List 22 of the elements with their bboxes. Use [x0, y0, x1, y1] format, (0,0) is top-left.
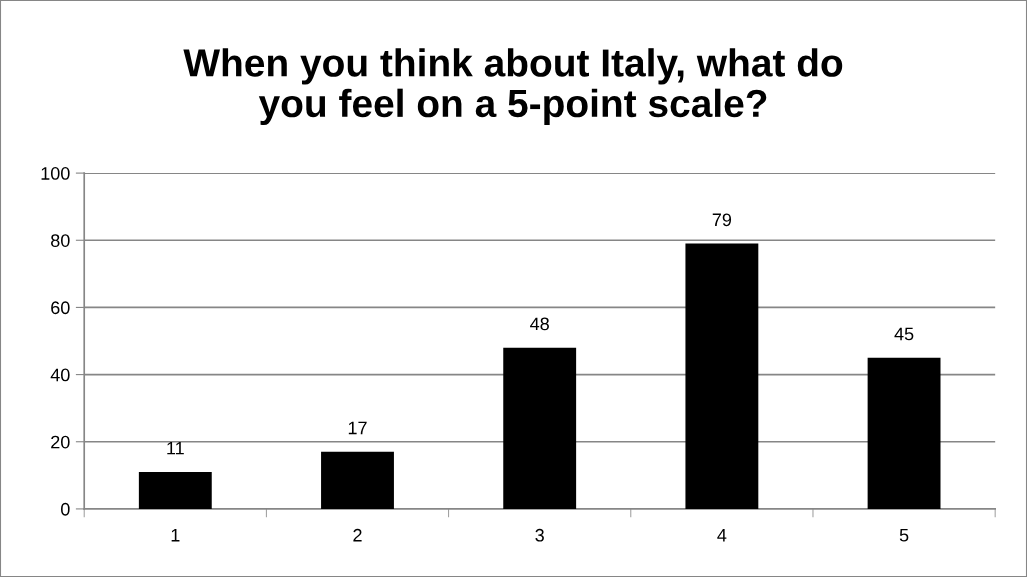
data-label: 45 — [894, 327, 914, 341]
y-tick-label: 60 — [51, 301, 70, 315]
bar — [138, 471, 212, 509]
x-tick-label: 2 — [353, 528, 362, 542]
data-label: 11 — [167, 441, 184, 455]
y-tick-label: 100 — [41, 167, 70, 180]
y-tick-label: 0 — [60, 502, 70, 516]
data-label: 17 — [348, 421, 367, 435]
bar — [867, 357, 941, 509]
bar — [503, 347, 577, 509]
chart-title: When you think about Italy, what do you feel on a 5-point scale? — [183, 48, 843, 125]
data-label: 48 — [530, 317, 549, 331]
x-tick-label: 1 — [171, 529, 180, 542]
x-tick-label: 3 — [535, 528, 544, 542]
x-tick-label: 5 — [899, 529, 909, 542]
y-tick-label: 20 — [51, 435, 70, 449]
x-tick-label: 4 — [717, 529, 727, 542]
bar — [685, 243, 759, 509]
bar — [321, 451, 394, 509]
y-tick-label: 40 — [50, 368, 70, 382]
y-tick-label: 80 — [51, 234, 70, 247]
data-label: 79 — [712, 213, 732, 227]
